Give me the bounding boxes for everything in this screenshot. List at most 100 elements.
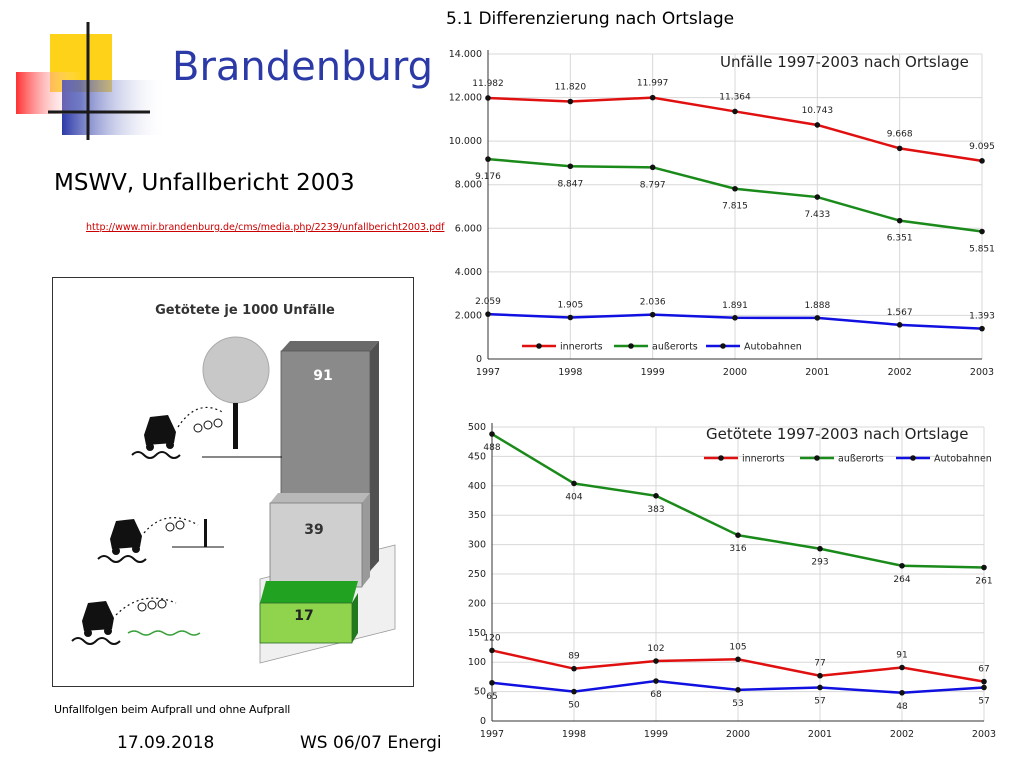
car-no-impact-icon [71,597,201,645]
y-tick-label: 0 [476,354,482,365]
data-label: 11.820 [555,82,587,92]
source-link[interactable]: http://www.mir.brandenburg.de/cms/media.… [86,222,445,233]
data-label: 9.176 [475,172,501,182]
legend-label: innerorts [560,342,603,353]
data-point [567,98,574,105]
data-point [981,684,987,691]
y-tick-label: 350 [468,510,486,521]
legend-marker [720,343,726,349]
data-point [732,185,738,192]
data-label: 488 [483,443,500,453]
accidents-chart: 0 2.000 4.000 6.000 8.000 10.000 12.000 14.000 1… [449,49,995,378]
data-point [814,315,821,321]
data-point [814,194,821,200]
data-point [485,95,491,101]
data-label: 9.095 [969,142,995,152]
y-tick-label: 450 [468,451,486,462]
legend-label: außerorts [838,454,884,465]
data-point [489,647,495,654]
chart-title: Unfälle 1997-2003 nach Ortslage [720,53,969,71]
data-label: 89 [568,652,580,662]
y-tick-label: 300 [468,540,486,551]
data-point [489,679,495,686]
x-tick-label: 2000 [726,729,750,740]
x-tick-label: 2001 [805,367,829,378]
data-point [649,164,656,171]
data-point [981,678,987,685]
data-point [571,480,577,487]
bar-17 [259,602,353,644]
legend-label: innerorts [742,454,785,465]
data-label: 6.351 [887,234,913,244]
legend-marker [814,455,820,461]
data-point [653,658,659,664]
data-label: 105 [729,642,746,652]
data-label: 1.393 [969,312,995,322]
legend-marker [718,455,724,461]
figure-caption: Unfallfolgen beim Aufprall und ohne Aufp… [54,703,291,716]
footer-course: WS 06/07 Energi [300,733,442,753]
fatalities-illustration: Getötete je 1000 Unfälle 91 39 17 [52,277,414,687]
data-point [896,145,903,152]
data-label: 383 [647,505,664,515]
x-tick-label: 2003 [972,729,996,740]
legend-label: Autobahnen [934,454,992,465]
x-tick-label: 1999 [641,367,665,378]
data-label: 2.036 [640,298,666,308]
data-point [814,122,821,128]
data-label: 50 [568,701,580,711]
data-point [571,665,577,672]
legend-label: Autobahnen [744,342,802,353]
data-label: 1.888 [804,301,830,311]
y-tick-label: 250 [468,569,486,580]
x-tick-label: 2001 [808,729,832,740]
x-tick-label: 1999 [644,729,668,740]
y-tick-label: 0 [480,716,486,727]
x-tick-label: 1998 [558,367,582,378]
data-point [899,562,905,569]
y-tick-label: 4.000 [455,267,482,278]
data-label: 1.891 [722,301,748,311]
data-label: 102 [647,644,664,654]
data-point [489,431,495,437]
data-label: 7.815 [722,202,748,212]
data-label: 11.997 [637,79,669,89]
data-label: 11.364 [719,92,751,102]
slide-subtitle: MSWV, Unfallbericht 2003 [54,170,355,196]
data-point [649,94,656,101]
data-label: 2.059 [475,297,501,307]
y-tick-label: 400 [468,481,486,492]
data-label: 68 [650,690,662,700]
bar-label-39: 39 [304,522,323,538]
data-label: 9.668 [887,129,913,139]
title-decoration [16,22,167,140]
data-point [732,108,738,115]
data-point [817,684,823,691]
data-label: 1.567 [887,308,913,318]
data-label: 91 [896,650,907,660]
x-tick-label: 1997 [476,367,500,378]
x-tick-label: 2002 [888,367,912,378]
bar-17-top [260,581,358,603]
legend-marker [536,343,542,349]
data-label: 65 [486,692,497,702]
data-label: 5.851 [969,245,995,255]
y-tick-label: 10.000 [449,136,482,147]
y-tick-label: 500 [468,422,486,433]
data-label: 10.743 [802,106,834,116]
y-tick-label: 6.000 [455,223,482,234]
data-point [485,311,491,317]
legend-marker [628,343,634,349]
bar-91-side [370,341,379,571]
bar-39-side [362,493,370,587]
y-tick-label: 8.000 [455,180,482,191]
data-label: 264 [893,575,910,585]
y-tick-label: 14.000 [449,49,482,60]
data-point [653,678,659,684]
y-tick-label: 100 [468,657,486,668]
y-tick-label: 50 [474,687,486,698]
data-point [653,492,659,499]
data-label: 67 [978,665,989,675]
bar-91-top [281,341,379,351]
